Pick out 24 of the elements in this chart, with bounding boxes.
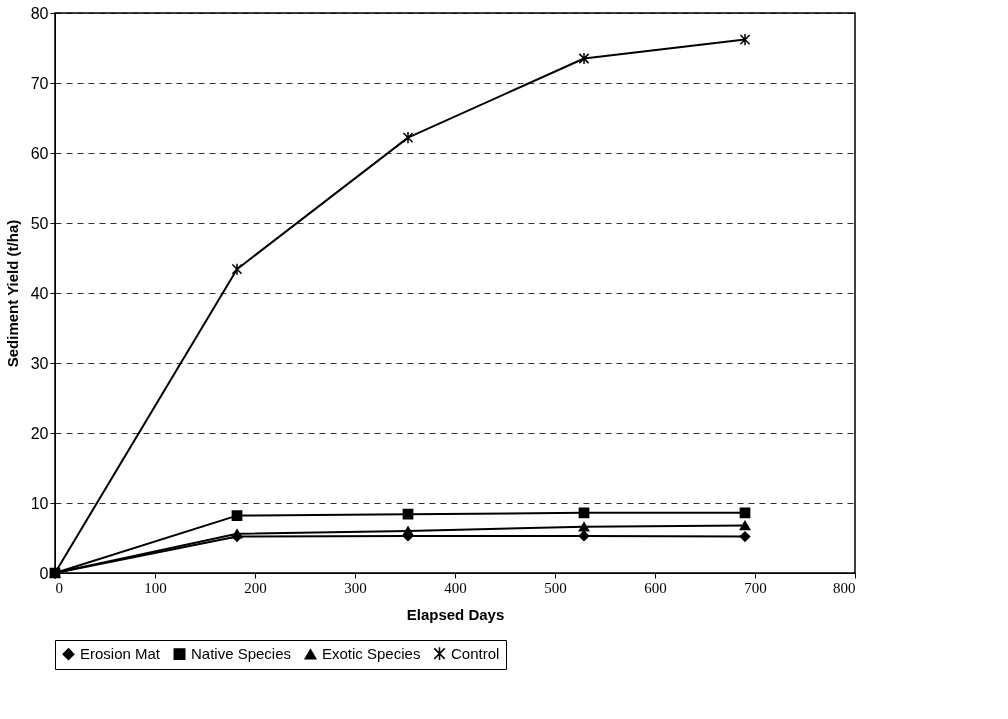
y-tick-label: 40 (30, 284, 49, 302)
x-tick-label: 0 (55, 579, 63, 596)
x-tick-label: 400 (444, 579, 467, 596)
x-tick-label: 100 (144, 579, 167, 596)
y-tick-label: 50 (30, 214, 49, 232)
legend-label: Native Species (191, 645, 292, 663)
legend-label: Control (451, 644, 500, 662)
x-tick-label: 200 (244, 579, 267, 596)
y-tick-label: 70 (30, 74, 49, 92)
legend-label: Exotic Species (322, 645, 421, 663)
x-tick-label: 700 (744, 579, 767, 596)
y-tick-label: 60 (30, 144, 49, 162)
y-tick-label: 0 (39, 564, 49, 582)
x-tick-label: 800 (833, 579, 856, 596)
x-axis-title: Elapsed Days (406, 605, 505, 623)
y-tick-label: 80 (30, 4, 49, 22)
x-tick-label: 300 (344, 579, 367, 596)
y-tick-label: 30 (30, 354, 49, 372)
y-tick-label: 20 (30, 424, 49, 442)
y-axis-title: Sediment Yield (t/ha) (3, 219, 21, 368)
legend-label: Erosion Mat (80, 645, 161, 663)
x-tick-label: 500 (544, 579, 567, 596)
x-tick-label: 600 (644, 579, 667, 596)
y-tick-label: 10 (30, 494, 49, 512)
